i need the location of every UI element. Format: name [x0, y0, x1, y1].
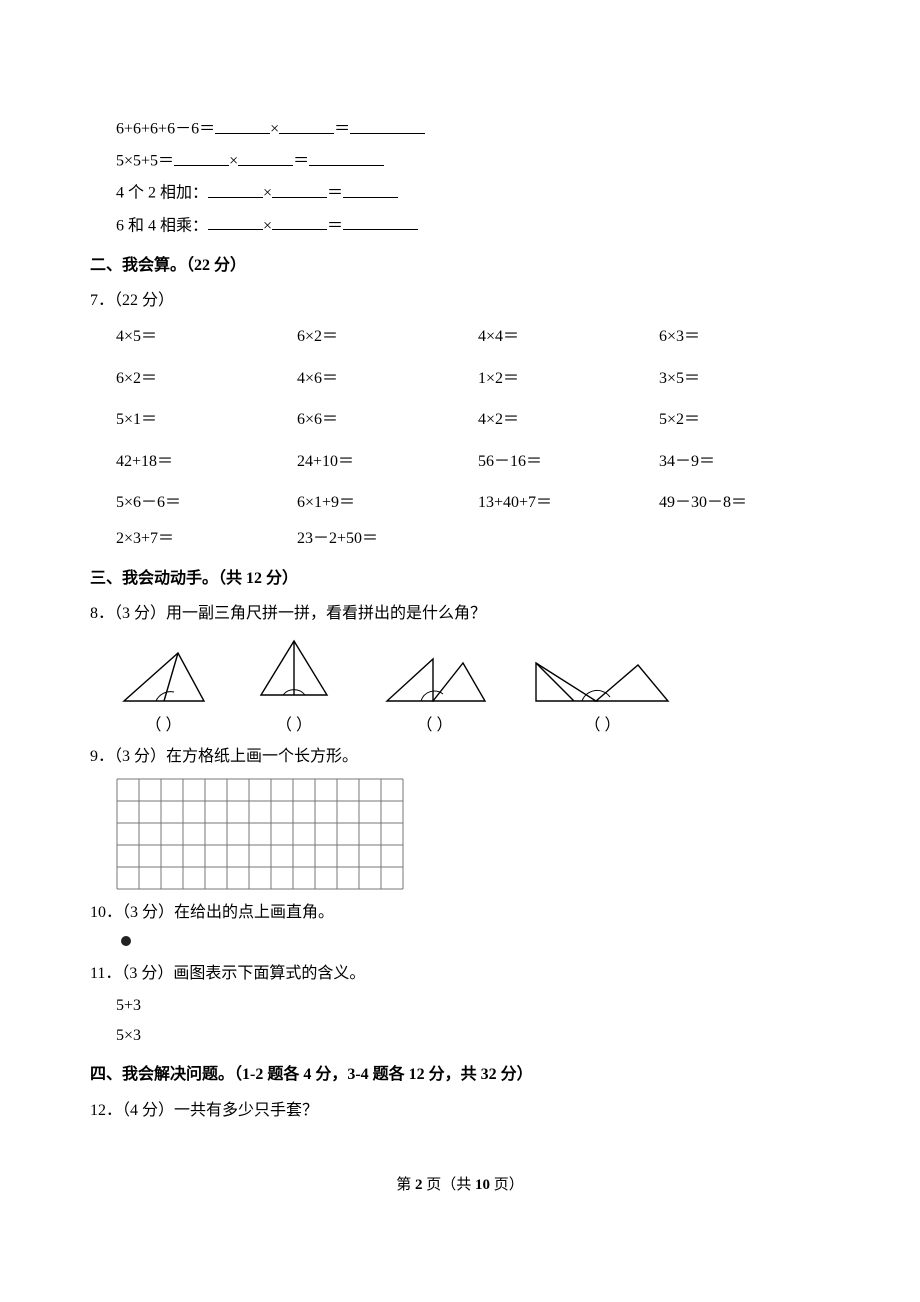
q8-fig4-paren[interactable]: （ ） — [584, 713, 620, 739]
q8-fig2-paren[interactable]: （ ） — [276, 713, 312, 739]
calc-cell: 5×1＝ — [116, 407, 287, 433]
q6-line2: 5×5+5＝ × ＝ — [116, 148, 830, 174]
calc-last-row: 2×3+7＝ 23－2+50＝ — [116, 526, 830, 552]
q8-text: 8．（3 分）用一副三角尺拼一拼，看看拼出的是什么角？ — [90, 601, 830, 627]
footer-page: 2 — [415, 1177, 423, 1193]
calc-cell: 4×6＝ — [297, 366, 468, 392]
q6-line2-prefix: 5×5+5＝ — [116, 153, 174, 170]
dot-svg — [116, 931, 136, 951]
q6-line1-prefix: 6+6+6+6－6＝ — [116, 121, 215, 138]
blank[interactable] — [174, 148, 229, 166]
q6-line3-prefix: 4 个 2 相加： — [116, 185, 208, 202]
eq: ＝ — [327, 185, 343, 202]
footer-total: 10 — [475, 1177, 490, 1193]
blank[interactable] — [279, 116, 334, 134]
calc-cell: 4×2＝ — [478, 407, 649, 433]
section4-heading: 四、我会解决问题。（1-2 题各 4 分，3-4 题各 12 分，共 32 分） — [90, 1062, 830, 1088]
section2-heading: 二、我会算。（22 分） — [90, 253, 830, 279]
calc-cell: 34－9＝ — [659, 449, 830, 475]
footer-mid: 页（共 — [426, 1177, 471, 1193]
calc-cell: 1×2＝ — [478, 366, 649, 392]
times: × — [270, 121, 279, 138]
q10-dot-area[interactable] — [116, 931, 830, 951]
calc-cell: 6×3＝ — [659, 324, 830, 350]
blank[interactable] — [238, 148, 293, 166]
calc-cell: 13+40+7＝ — [478, 490, 649, 516]
calc-cell: 6×1+9＝ — [297, 490, 468, 516]
q8-fig4-svg — [530, 655, 675, 707]
q11-a: 5+3 — [116, 993, 830, 1019]
q12-text: 12．（4 分）一共有多少只手套？ — [90, 1098, 830, 1124]
q8-fig2-svg — [249, 637, 339, 707]
blank[interactable] — [208, 180, 263, 198]
calc-cell: 3×5＝ — [659, 366, 830, 392]
q9-text: 9．（3 分）在方格纸上画一个长方形。 — [90, 744, 830, 770]
section3-heading: 三、我会动动手。（共 12 分） — [90, 566, 830, 592]
q8-fig1-paren[interactable]: （ ） — [145, 713, 181, 739]
times: × — [263, 185, 272, 202]
blank[interactable] — [272, 213, 327, 231]
blank[interactable] — [350, 116, 425, 134]
q7-label: 7．（22 分） — [90, 288, 830, 314]
q10-text: 10．（3 分）在给出的点上画直角。 — [90, 900, 830, 926]
times: × — [263, 217, 272, 234]
q6-line4: 6 和 4 相乘： × ＝ — [116, 213, 830, 239]
calc-cell: 49－30－8＝ — [659, 490, 830, 516]
calc-cell: 5×2＝ — [659, 407, 830, 433]
blank[interactable] — [215, 116, 270, 134]
q9-gridpaper — [116, 778, 830, 890]
eq: ＝ — [334, 121, 350, 138]
calc-cell: 24+10＝ — [297, 449, 468, 475]
footer-pre: 第 — [396, 1177, 411, 1193]
times: × — [229, 153, 238, 170]
calc-cell: 5×6－6＝ — [116, 490, 287, 516]
page-footer: 第 2 页（共 10 页） — [90, 1173, 830, 1197]
blank[interactable] — [208, 213, 263, 231]
calc-cell: 4×4＝ — [478, 324, 649, 350]
q8-fig3-svg — [377, 649, 492, 707]
blank[interactable] — [272, 180, 327, 198]
q8-fig1-col: （ ） — [116, 645, 211, 739]
blank[interactable] — [309, 148, 384, 166]
q8-fig2-col: （ ） — [249, 637, 339, 739]
q8-fig4-col: （ ） — [530, 655, 675, 739]
eq: ＝ — [327, 217, 343, 234]
q6-line3: 4 个 2 相加： × ＝ — [116, 180, 830, 206]
eq: ＝ — [293, 153, 309, 170]
gridpaper-svg[interactable] — [116, 778, 404, 890]
q11-text: 11．（3 分）画图表示下面算式的含义。 — [90, 961, 830, 987]
blank[interactable] — [343, 180, 398, 198]
calc-cell: 2×3+7＝ — [116, 526, 287, 552]
calc-grid: 4×5＝ 6×2＝ 4×4＝ 6×3＝ 6×2＝ 4×6＝ 1×2＝ 3×5＝ 5×1＝ 6×6＝… — [116, 324, 830, 516]
calc-cell: 23－2+50＝ — [297, 526, 468, 552]
calc-cell: 56－16＝ — [478, 449, 649, 475]
q8-fig3-paren[interactable]: （ ） — [416, 713, 452, 739]
blank[interactable] — [343, 213, 418, 231]
calc-cell: 42+18＝ — [116, 449, 287, 475]
calc-cell: 6×6＝ — [297, 407, 468, 433]
q11-b: 5×3 — [116, 1023, 830, 1049]
calc-cell: 6×2＝ — [297, 324, 468, 350]
q8-fig1-svg — [116, 645, 211, 707]
footer-suf: 页） — [494, 1177, 524, 1193]
q8-figures: （ ） （ ） （ ） （ ） — [116, 637, 830, 739]
q6-line1: 6+6+6+6－6＝ × ＝ — [116, 116, 830, 142]
q6-line4-prefix: 6 和 4 相乘： — [116, 217, 208, 234]
calc-cell: 4×5＝ — [116, 324, 287, 350]
q8-fig3-col: （ ） — [377, 649, 492, 739]
calc-cell: 6×2＝ — [116, 366, 287, 392]
